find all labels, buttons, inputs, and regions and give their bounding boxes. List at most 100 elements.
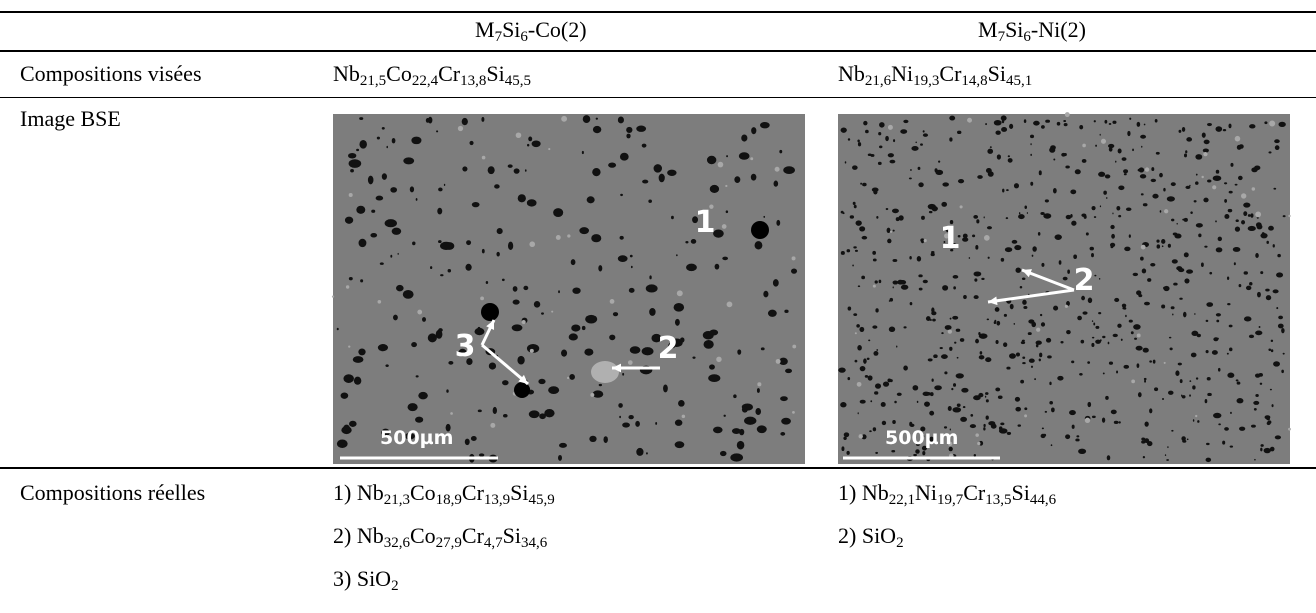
bright-phase bbox=[1084, 417, 1091, 424]
pore bbox=[1143, 123, 1146, 126]
pore bbox=[987, 148, 994, 154]
pore bbox=[962, 237, 969, 242]
pore bbox=[896, 392, 902, 396]
pore bbox=[1269, 446, 1275, 452]
formula-subscript: 7 bbox=[494, 29, 503, 45]
pore bbox=[1022, 361, 1026, 365]
pore bbox=[1142, 347, 1149, 353]
pore bbox=[663, 384, 668, 393]
pore bbox=[874, 391, 879, 395]
pore bbox=[1276, 307, 1279, 310]
pore bbox=[1183, 311, 1187, 318]
pore bbox=[940, 354, 948, 359]
pore bbox=[517, 194, 526, 203]
pore bbox=[407, 403, 418, 412]
pore bbox=[1255, 393, 1259, 398]
pore bbox=[1264, 415, 1271, 420]
pore bbox=[751, 221, 769, 239]
pore bbox=[1269, 388, 1272, 391]
pore bbox=[617, 116, 624, 124]
pore bbox=[646, 452, 648, 455]
formula-element: Si bbox=[987, 61, 1006, 86]
pore bbox=[714, 263, 720, 270]
pore bbox=[1043, 213, 1052, 219]
pore bbox=[1095, 144, 1097, 147]
pore bbox=[726, 155, 728, 158]
pore bbox=[767, 309, 777, 317]
pore bbox=[1040, 322, 1046, 327]
pore bbox=[1151, 167, 1155, 172]
pore bbox=[1028, 319, 1035, 324]
pore bbox=[1238, 175, 1243, 181]
pore bbox=[686, 263, 697, 272]
pore bbox=[1033, 120, 1040, 126]
pore bbox=[1247, 225, 1256, 232]
pore bbox=[1161, 304, 1166, 309]
pore bbox=[619, 235, 624, 240]
pore bbox=[1000, 115, 1007, 121]
pore bbox=[629, 346, 641, 354]
bright-phase bbox=[1064, 112, 1070, 118]
pore bbox=[983, 427, 986, 431]
pore bbox=[941, 201, 948, 207]
pore bbox=[981, 277, 985, 281]
formula-subscript: 6 bbox=[1023, 29, 1031, 45]
pore bbox=[619, 152, 629, 161]
pore bbox=[955, 373, 964, 379]
pore bbox=[1212, 175, 1222, 181]
bright-phase bbox=[609, 299, 615, 304]
pore bbox=[1105, 395, 1109, 400]
pore bbox=[731, 428, 741, 434]
pore bbox=[1053, 158, 1056, 161]
pore bbox=[1110, 409, 1117, 415]
pore bbox=[1017, 424, 1021, 427]
pore bbox=[918, 182, 924, 188]
pore bbox=[1243, 271, 1248, 275]
pore bbox=[922, 133, 929, 137]
pore bbox=[1127, 130, 1131, 137]
pore bbox=[390, 254, 393, 258]
pore bbox=[595, 117, 598, 120]
pore bbox=[1189, 380, 1192, 382]
pore bbox=[1075, 438, 1080, 442]
pore bbox=[673, 303, 685, 312]
pore bbox=[1138, 167, 1145, 173]
pore bbox=[1136, 290, 1142, 296]
pore bbox=[471, 202, 480, 208]
formula-subscript: 19,3 bbox=[913, 73, 940, 89]
pore bbox=[1260, 271, 1264, 275]
pore bbox=[628, 287, 635, 293]
formula-element: Co bbox=[386, 61, 412, 86]
pore bbox=[928, 210, 933, 214]
pore bbox=[1198, 233, 1202, 238]
pore bbox=[1166, 459, 1170, 461]
pore bbox=[1045, 119, 1051, 123]
pore bbox=[912, 385, 919, 391]
pore bbox=[924, 401, 930, 407]
pore bbox=[889, 159, 896, 164]
pore bbox=[853, 204, 857, 209]
pore bbox=[962, 406, 966, 409]
pore bbox=[1117, 323, 1122, 328]
pore bbox=[1215, 313, 1221, 317]
pore bbox=[1041, 427, 1044, 430]
pore bbox=[513, 168, 520, 174]
pore bbox=[649, 307, 656, 316]
arrow-head bbox=[988, 296, 998, 306]
pore bbox=[488, 362, 497, 370]
pore bbox=[918, 274, 923, 278]
pore bbox=[630, 265, 633, 269]
bright-phase bbox=[750, 157, 754, 161]
pore bbox=[885, 208, 889, 211]
pore bbox=[1001, 127, 1008, 132]
pore bbox=[859, 399, 866, 404]
pore bbox=[1040, 212, 1045, 216]
bse-image bbox=[333, 114, 805, 464]
pore bbox=[873, 351, 879, 356]
pore bbox=[891, 208, 899, 214]
pore bbox=[929, 436, 934, 442]
table-rule bbox=[0, 97, 1316, 98]
pore bbox=[963, 295, 967, 300]
pore bbox=[933, 354, 938, 359]
pore bbox=[1175, 370, 1180, 376]
